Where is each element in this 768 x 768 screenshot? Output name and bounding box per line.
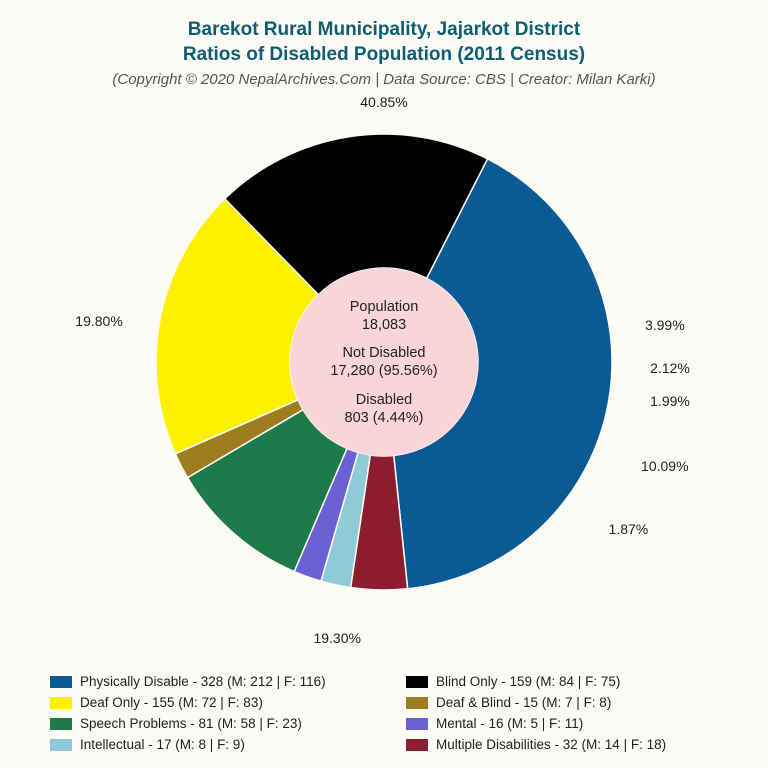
center-not-disabled-value: 17,280 (95.56%) [330,362,437,380]
title-line-1: Barekot Rural Municipality, Jajarkot Dis… [0,18,768,43]
legend-item-multiple_disabilities: Multiple Disabilities - 32 (M: 14 | F: 1… [406,737,738,752]
slice-label-multiple_disabilities: 3.99% [645,317,685,333]
legend-item-mental: Mental - 16 (M: 5 | F: 11) [406,716,738,731]
legend-item-blind_only: Blind Only - 159 (M: 84 | F: 75) [406,674,738,689]
legend-swatch [406,697,428,709]
legend-label: Physically Disable - 328 (M: 212 | F: 11… [80,674,326,689]
legend: Physically Disable - 328 (M: 212 | F: 11… [50,674,738,752]
center-population: Population 18,083 [350,298,419,334]
center-population-label: Population [350,298,419,316]
legend-item-deaf_only: Deaf Only - 155 (M: 72 | F: 83) [50,695,382,710]
center-population-value: 18,083 [350,316,419,334]
legend-item-intellectual: Intellectual - 17 (M: 8 | F: 9) [50,737,382,752]
center-not-disabled: Not Disabled 17,280 (95.56%) [330,344,437,380]
legend-item-deaf_blind: Deaf & Blind - 15 (M: 7 | F: 8) [406,695,738,710]
legend-swatch [50,697,72,709]
legend-label: Speech Problems - 81 (M: 58 | F: 23) [80,716,302,731]
legend-swatch [406,739,428,751]
slice-label-mental: 1.99% [650,393,690,409]
slice-label-physically_disable: 40.85% [360,94,407,110]
subtitle: (Copyright © 2020 NepalArchives.Com | Da… [0,71,768,88]
legend-label: Deaf & Blind - 15 (M: 7 | F: 8) [436,695,611,710]
legend-label: Blind Only - 159 (M: 84 | F: 75) [436,674,620,689]
title-line-2: Ratios of Disabled Population (2011 Cens… [0,43,768,68]
slice-label-deaf_blind: 1.87% [609,521,649,537]
legend-swatch [50,739,72,751]
legend-swatch [50,718,72,730]
title-block: Barekot Rural Municipality, Jajarkot Dis… [0,0,768,88]
legend-label: Intellectual - 17 (M: 8 | F: 9) [80,737,245,752]
slice-label-speech_problems: 10.09% [641,458,688,474]
legend-item-physically_disable: Physically Disable - 328 (M: 212 | F: 11… [50,674,382,689]
legend-swatch [50,676,72,688]
center-disabled-value: 803 (4.44%) [345,409,424,427]
center-disabled: Disabled 803 (4.44%) [345,391,424,427]
center-info: Population 18,083 Not Disabled 17,280 (9… [290,268,478,456]
slice-label-deaf_only: 19.30% [313,630,360,646]
legend-label: Mental - 16 (M: 5 | F: 11) [436,716,583,731]
slice-label-intellectual: 2.12% [650,360,690,376]
legend-label: Deaf Only - 155 (M: 72 | F: 83) [80,695,263,710]
legend-item-speech_problems: Speech Problems - 81 (M: 58 | F: 23) [50,716,382,731]
slice-label-blind_only: 19.80% [75,313,122,329]
legend-label: Multiple Disabilities - 32 (M: 14 | F: 1… [436,737,666,752]
legend-swatch [406,676,428,688]
center-disabled-label: Disabled [345,391,424,409]
center-not-disabled-label: Not Disabled [330,344,437,362]
legend-swatch [406,718,428,730]
donut-chart: Population 18,083 Not Disabled 17,280 (9… [124,102,644,622]
